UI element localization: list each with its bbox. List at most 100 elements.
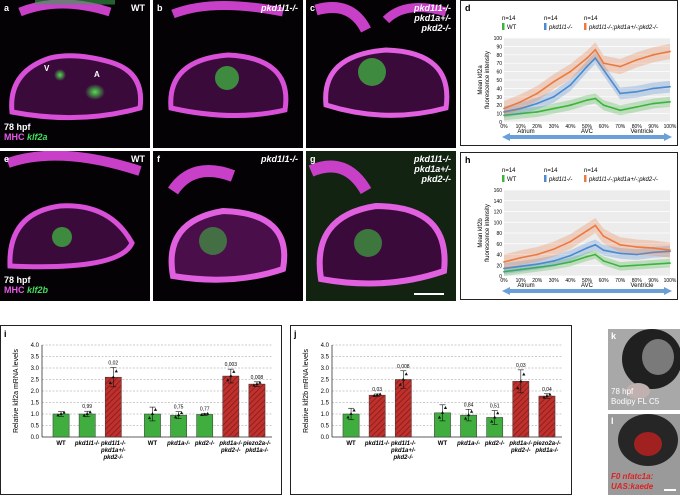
- heart-image-b: [168, 0, 289, 119]
- p-value-label: 0,75: [174, 405, 184, 411]
- y-tick-label: 30: [496, 95, 502, 101]
- series-band-0: [504, 250, 670, 276]
- data-point: [203, 412, 207, 416]
- data-point: [490, 419, 494, 423]
- data-point: [82, 413, 86, 417]
- y-tick-label: 3.5: [31, 355, 40, 361]
- x-category-label: pkd1a-/-: [244, 448, 268, 454]
- series-point: [652, 251, 655, 254]
- data-point: [463, 416, 468, 420]
- series-point: [519, 112, 522, 115]
- image-panel-a: a WT V A 78 hpf MHC klf2a: [0, 0, 150, 148]
- x-tick-label: 80%: [632, 278, 643, 284]
- heart-image-e: [6, 151, 142, 270]
- x-tick-label: 20%: [532, 124, 543, 130]
- data-point: [437, 415, 442, 419]
- image-panel-b: b pkd1l1-/-: [153, 0, 303, 148]
- y-axis-label: Mean klf2bfluorescence intensity: [478, 204, 491, 262]
- series-point: [569, 254, 572, 257]
- x-category-label: pkd1l1-/-: [100, 441, 126, 447]
- x-category-label: pkd1a-/-: [166, 441, 190, 447]
- x-tick-label: 90%: [648, 124, 659, 130]
- region-label: Atrium: [517, 283, 534, 289]
- x-tick-label: 100%: [664, 278, 677, 284]
- y-tick-label: 120: [494, 210, 503, 216]
- data-point: [173, 415, 178, 419]
- y-axis-label: Relative klf2b mRNA levels: [303, 348, 310, 433]
- y-tick-label: 0.0: [31, 435, 40, 441]
- x-category-label: pkd1a-/-: [508, 441, 532, 447]
- x-tick-label: 30%: [549, 278, 560, 284]
- series-point: [619, 265, 622, 268]
- data-point: [206, 411, 210, 415]
- data-point: [349, 412, 353, 415]
- chart-panel-h: h 0 20 40 60 80 100 120 140 160 0% 10% 20% 30% 40% 50% 6…: [460, 152, 680, 300]
- legend-n: n=14: [502, 16, 516, 22]
- data-point: [59, 412, 63, 415]
- x-tick-label: 0%: [500, 124, 508, 130]
- x-tick-label: 10%: [516, 278, 527, 284]
- series-point: [519, 265, 522, 268]
- bar: [78, 413, 96, 438]
- series-point: [602, 69, 605, 71]
- heart-image-g: [306, 151, 456, 301]
- y-tick-label: 10: [496, 112, 502, 118]
- series-point: [569, 84, 572, 86]
- p-value-label: 0,77: [200, 407, 210, 413]
- series-point: [519, 100, 522, 103]
- region-label: AVC: [581, 283, 594, 289]
- line-chart-h: h 0 20 40 60 80 100 120 140 160 0% 10% 20% 30% 40% 50% 6…: [460, 152, 678, 300]
- y-tick-label: 4.0: [31, 343, 40, 349]
- series-point: [619, 92, 622, 95]
- bodipy-text: Bodipy FL C5: [611, 397, 660, 406]
- series-point: [594, 224, 597, 227]
- x-tick-label: 50%: [582, 124, 593, 130]
- x-category-label: pkd2-/-: [510, 448, 531, 454]
- panel-letter-a: a: [4, 3, 10, 13]
- genotype-line: pkd1l1-/-: [413, 3, 451, 13]
- bar: [196, 414, 214, 438]
- bodipy-label: 78 hpf Bodipy FL C5: [611, 387, 659, 407]
- y-tick-label: 20: [496, 103, 502, 109]
- series-line-2: [503, 48, 671, 110]
- legend-swatch: [584, 175, 587, 182]
- data-point: [346, 415, 350, 419]
- series-point: [635, 246, 638, 248]
- series-point: [635, 58, 638, 61]
- legend-label: pkd1l1-/-: [548, 25, 572, 31]
- stage-label-a: 78 hpf MHC klf2a: [4, 122, 48, 142]
- data-point: [108, 380, 112, 384]
- series-point: [552, 95, 555, 98]
- hpf-text-a: 78 hpf: [4, 122, 31, 132]
- series-point: [669, 85, 671, 88]
- x-tick-label: 0%: [500, 278, 508, 284]
- y-axis-label-line: fluorescence intensity: [485, 204, 491, 262]
- x-tick-label: 60%: [599, 278, 610, 284]
- panel-letter: h: [465, 155, 471, 165]
- series-point: [536, 266, 539, 269]
- series-point: [602, 260, 605, 262]
- series-point: [652, 87, 655, 90]
- panel-letter: i: [4, 329, 7, 339]
- p-value-label: 0,84: [464, 402, 474, 408]
- data-point: [56, 413, 60, 417]
- series-point: [536, 263, 539, 266]
- panel-letter-l: l: [611, 416, 614, 426]
- series-point: [619, 65, 622, 68]
- data-point: [258, 380, 262, 384]
- x-category-label: pkd1a-/-: [456, 441, 480, 447]
- y-tick-label: 100: [494, 220, 503, 226]
- p-value-label: 0,51: [490, 404, 500, 410]
- series-line-1: [503, 243, 671, 270]
- series-point: [503, 114, 505, 117]
- region-arrow-head-right: [664, 133, 672, 141]
- panel-letter-g: g: [310, 154, 316, 164]
- data-point: [179, 411, 184, 415]
- p-value-label: 0,008: [397, 364, 410, 370]
- legend-label: pkd1l1-/-;pkd1a+/-;pkd2-/-: [588, 25, 658, 31]
- series-point: [503, 267, 505, 270]
- x-category-label: pkd1a-/-: [534, 448, 558, 454]
- series-point: [652, 102, 655, 105]
- legend-n: n=14: [584, 16, 598, 22]
- x-category-label: pkd2-/-: [484, 441, 505, 447]
